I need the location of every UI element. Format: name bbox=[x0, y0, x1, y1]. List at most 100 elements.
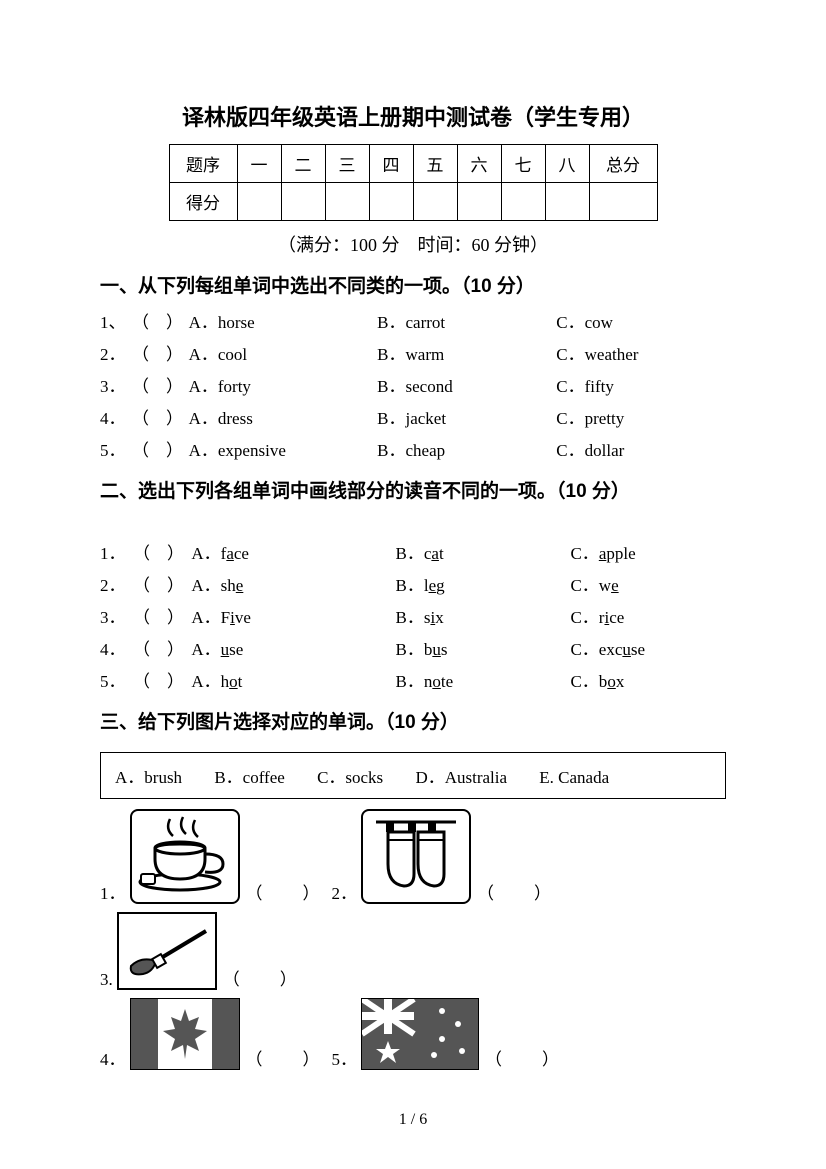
image-row-1: 1． （ ） 2． bbox=[100, 809, 726, 998]
table-row: 得分 bbox=[169, 183, 657, 221]
cell: 五 bbox=[413, 145, 457, 183]
option-b: B．second bbox=[377, 372, 556, 402]
img-num: 1． bbox=[100, 879, 126, 904]
img-num: 2． bbox=[332, 879, 358, 904]
q-num: 5． bbox=[100, 436, 132, 466]
cell: 二 bbox=[281, 145, 325, 183]
image-row-2: 4． （ ） 5． bbox=[100, 998, 726, 1078]
cell-blank[interactable] bbox=[325, 183, 369, 221]
answer-blank[interactable]: （ ） bbox=[246, 1045, 322, 1070]
cell: 题序 bbox=[169, 145, 237, 183]
option-c: C．pretty bbox=[556, 404, 726, 434]
question-row: 1、 （ ） A．horse B．carrot C．cow bbox=[100, 308, 726, 338]
option-b: B．leg bbox=[396, 571, 571, 601]
cell-blank[interactable] bbox=[281, 183, 325, 221]
word-option: D．Australia bbox=[415, 768, 507, 787]
q-num: 5． bbox=[100, 667, 133, 697]
cell-blank[interactable] bbox=[237, 183, 281, 221]
section2-heading: 二、选出下列各组单词中画线部分的读音不同的一项。（10 分） bbox=[100, 476, 726, 503]
page: 译林版四年级英语上册期中测试卷（学生专用） 题序 一 二 三 四 五 六 七 八… bbox=[0, 0, 826, 1169]
answer-blank[interactable]: （ ） bbox=[223, 965, 299, 990]
option-c: C．we bbox=[570, 571, 726, 601]
canada-flag-icon bbox=[130, 998, 240, 1070]
cell: 得分 bbox=[169, 183, 237, 221]
option-b: B．carrot bbox=[377, 308, 556, 338]
cell-blank[interactable] bbox=[413, 183, 457, 221]
option-b: B．cat bbox=[396, 539, 571, 569]
cell-blank[interactable] bbox=[369, 183, 413, 221]
cell-blank[interactable] bbox=[457, 183, 501, 221]
option-a: A．hot bbox=[191, 667, 395, 697]
option-a: A．forty bbox=[189, 372, 378, 402]
word-option: A．brush bbox=[115, 768, 182, 787]
cell-blank[interactable] bbox=[501, 183, 545, 221]
word-option: B．coffee bbox=[214, 768, 285, 787]
image-item: 1． （ ） bbox=[100, 809, 322, 904]
question-row: 3． （ ） A．Five B．six C．rice bbox=[100, 603, 726, 633]
cell-blank[interactable] bbox=[545, 183, 589, 221]
cell: 四 bbox=[369, 145, 413, 183]
answer-blank[interactable]: （ ） bbox=[132, 340, 189, 370]
img-num: 4． bbox=[100, 1045, 126, 1070]
option-c: C．dollar bbox=[556, 436, 726, 466]
question-row: 5． （ ） A．hot B．note C．box bbox=[100, 667, 726, 697]
question-row: 2． （ ） A．she B．leg C．we bbox=[100, 571, 726, 601]
answer-blank[interactable]: （ ） bbox=[133, 667, 191, 697]
option-c: C．apple bbox=[570, 539, 726, 569]
answer-blank[interactable]: （ ） bbox=[132, 372, 189, 402]
answer-blank[interactable]: （ ） bbox=[485, 1045, 561, 1070]
image-item: 3. （ ） bbox=[100, 912, 299, 990]
word-option: C．socks bbox=[317, 768, 383, 787]
cell: 三 bbox=[325, 145, 369, 183]
cell-blank[interactable] bbox=[589, 183, 657, 221]
exam-meta: （满分：100 分 时间：60 分钟） bbox=[100, 231, 726, 257]
page-footer: 1 / 6 bbox=[0, 1111, 826, 1129]
coffee-icon bbox=[130, 809, 240, 904]
australia-flag-icon bbox=[361, 998, 479, 1070]
section1-body: 1、 （ ） A．horse B．carrot C．cow 2． （ ） A．c… bbox=[100, 308, 726, 466]
spacer bbox=[100, 513, 726, 537]
option-b: B．bus bbox=[396, 635, 571, 665]
image-item: 2． （ ） bbox=[332, 809, 554, 904]
option-a: A．she bbox=[191, 571, 395, 601]
answer-blank[interactable]: （ ） bbox=[133, 571, 191, 601]
image-item: 5． （ ） bbox=[332, 998, 562, 1070]
option-c: C．weather bbox=[556, 340, 726, 370]
question-row: 5． （ ） A．expensive B．cheap C．dollar bbox=[100, 436, 726, 466]
section3-heading: 三、给下列图片选择对应的单词。（10 分） bbox=[100, 707, 726, 734]
option-b: B．warm bbox=[377, 340, 556, 370]
q-num: 3． bbox=[100, 372, 132, 402]
img-num: 3. bbox=[100, 970, 113, 990]
answer-blank[interactable]: （ ） bbox=[132, 436, 189, 466]
option-b: B．cheap bbox=[377, 436, 556, 466]
word-bank: A．brush B．coffee C．socks D．Australia E. … bbox=[100, 752, 726, 799]
table-row: 题序 一 二 三 四 五 六 七 八 总分 bbox=[169, 145, 657, 183]
img-num: 5． bbox=[332, 1045, 358, 1070]
answer-blank[interactable]: （ ） bbox=[246, 879, 322, 904]
option-a: A．expensive bbox=[189, 436, 378, 466]
answer-blank[interactable]: （ ） bbox=[132, 404, 189, 434]
option-a: A．horse bbox=[189, 308, 378, 338]
brush-icon bbox=[117, 912, 217, 990]
q-num: 2． bbox=[100, 340, 132, 370]
page-title: 译林版四年级英语上册期中测试卷（学生专用） bbox=[100, 100, 726, 132]
cell: 六 bbox=[457, 145, 501, 183]
section1-heading: 一、从下列每组单词中选出不同类的一项。（10 分） bbox=[100, 271, 726, 298]
q-num: 2． bbox=[100, 571, 133, 601]
option-a: A．face bbox=[191, 539, 395, 569]
question-row: 2． （ ） A．cool B．warm C．weather bbox=[100, 340, 726, 370]
q-num: 3． bbox=[100, 603, 133, 633]
score-table: 题序 一 二 三 四 五 六 七 八 总分 得分 bbox=[169, 144, 658, 221]
image-item: 4． （ ） bbox=[100, 998, 322, 1070]
answer-blank[interactable]: （ ） bbox=[133, 539, 191, 569]
cell: 七 bbox=[501, 145, 545, 183]
answer-blank[interactable]: （ ） bbox=[132, 308, 189, 338]
question-row: 4． （ ） A．use B．bus C．excuse bbox=[100, 635, 726, 665]
cell: 总分 bbox=[589, 145, 657, 183]
question-row: 4． （ ） A．dress B．jacket C．pretty bbox=[100, 404, 726, 434]
answer-blank[interactable]: （ ） bbox=[133, 603, 191, 633]
answer-blank[interactable]: （ ） bbox=[477, 879, 553, 904]
option-c: C．excuse bbox=[570, 635, 726, 665]
answer-blank[interactable]: （ ） bbox=[133, 635, 191, 665]
socks-icon bbox=[361, 809, 471, 904]
